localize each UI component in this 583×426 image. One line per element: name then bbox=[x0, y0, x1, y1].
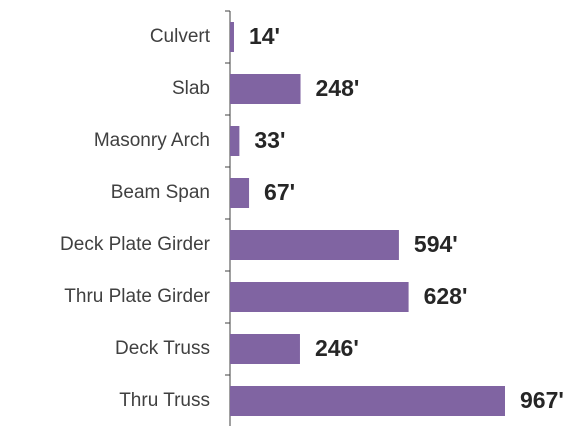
bar bbox=[230, 386, 505, 416]
category-label: Thru Plate Girder bbox=[64, 286, 210, 307]
bar bbox=[230, 282, 409, 312]
bar bbox=[230, 334, 300, 364]
value-label: 967' bbox=[520, 387, 564, 413]
category-label: Beam Span bbox=[111, 182, 210, 203]
value-label: 67' bbox=[264, 179, 295, 205]
bar bbox=[230, 74, 301, 104]
bar bbox=[230, 22, 234, 52]
category-label: Slab bbox=[172, 78, 210, 99]
value-label: 594' bbox=[414, 231, 458, 257]
category-label: Deck Truss bbox=[115, 338, 210, 359]
category-label: Culvert bbox=[150, 26, 211, 47]
bar bbox=[230, 178, 250, 208]
value-label: 33' bbox=[254, 127, 285, 153]
value-label: 248' bbox=[316, 75, 360, 101]
bar bbox=[230, 126, 240, 156]
value-label: 246' bbox=[315, 335, 359, 361]
value-label: 14' bbox=[249, 23, 280, 49]
category-label: Thru Truss bbox=[119, 390, 210, 411]
category-label: Masonry Arch bbox=[94, 130, 210, 151]
category-label: Deck Plate Girder bbox=[60, 234, 211, 255]
bar bbox=[230, 230, 399, 260]
value-label: 628' bbox=[424, 283, 468, 309]
